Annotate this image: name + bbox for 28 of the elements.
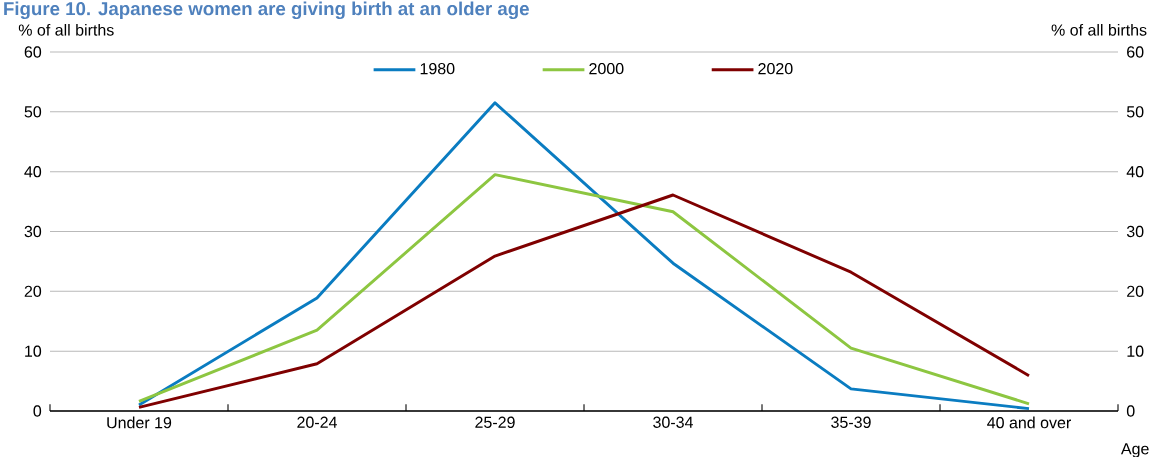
legend-label: 2000 xyxy=(589,62,624,75)
y-tick-label: 20 xyxy=(24,285,42,297)
y-tick-label: 10 xyxy=(25,345,42,357)
line-series xyxy=(137,101,1031,411)
x-tick-label: 35-39 xyxy=(831,416,871,428)
legend-label: 1980 xyxy=(420,62,455,75)
y2-tick-label: 60 xyxy=(1127,46,1144,58)
y2-tick-label: 20 xyxy=(1127,285,1144,297)
chart-title: Figure 10. Japanese women are giving birth at an older age xyxy=(4,1,529,20)
y-tick-label: 50 xyxy=(24,106,42,118)
y2-tick-label: 10 xyxy=(1127,345,1144,357)
y2-axis-title: % of all births xyxy=(1051,23,1147,36)
x-tick-label: 20-24 xyxy=(297,416,337,428)
y-tick-label: 40 xyxy=(24,166,42,178)
x-tick-label: 25-29 xyxy=(475,416,515,428)
y2-tick-label: 0 xyxy=(1126,405,1135,417)
y-tick-label: 60 xyxy=(24,46,42,58)
y2-tick-label: 30 xyxy=(1126,225,1144,238)
x-tick-label: 40 and over xyxy=(987,416,1071,429)
legend-label: 2020 xyxy=(758,62,793,75)
x-axis-title: Age xyxy=(1120,443,1149,457)
x-tick-label: Under 19 xyxy=(107,416,172,429)
y-tick-label: 0 xyxy=(33,405,42,417)
y-axis-title: % of all births xyxy=(18,23,114,36)
y-tick-label: 30 xyxy=(24,225,42,238)
x-tick-label: 30-34 xyxy=(653,416,693,428)
y2-tick-label: 50 xyxy=(1126,106,1144,118)
y2-tick-label: 40 xyxy=(1126,166,1144,178)
